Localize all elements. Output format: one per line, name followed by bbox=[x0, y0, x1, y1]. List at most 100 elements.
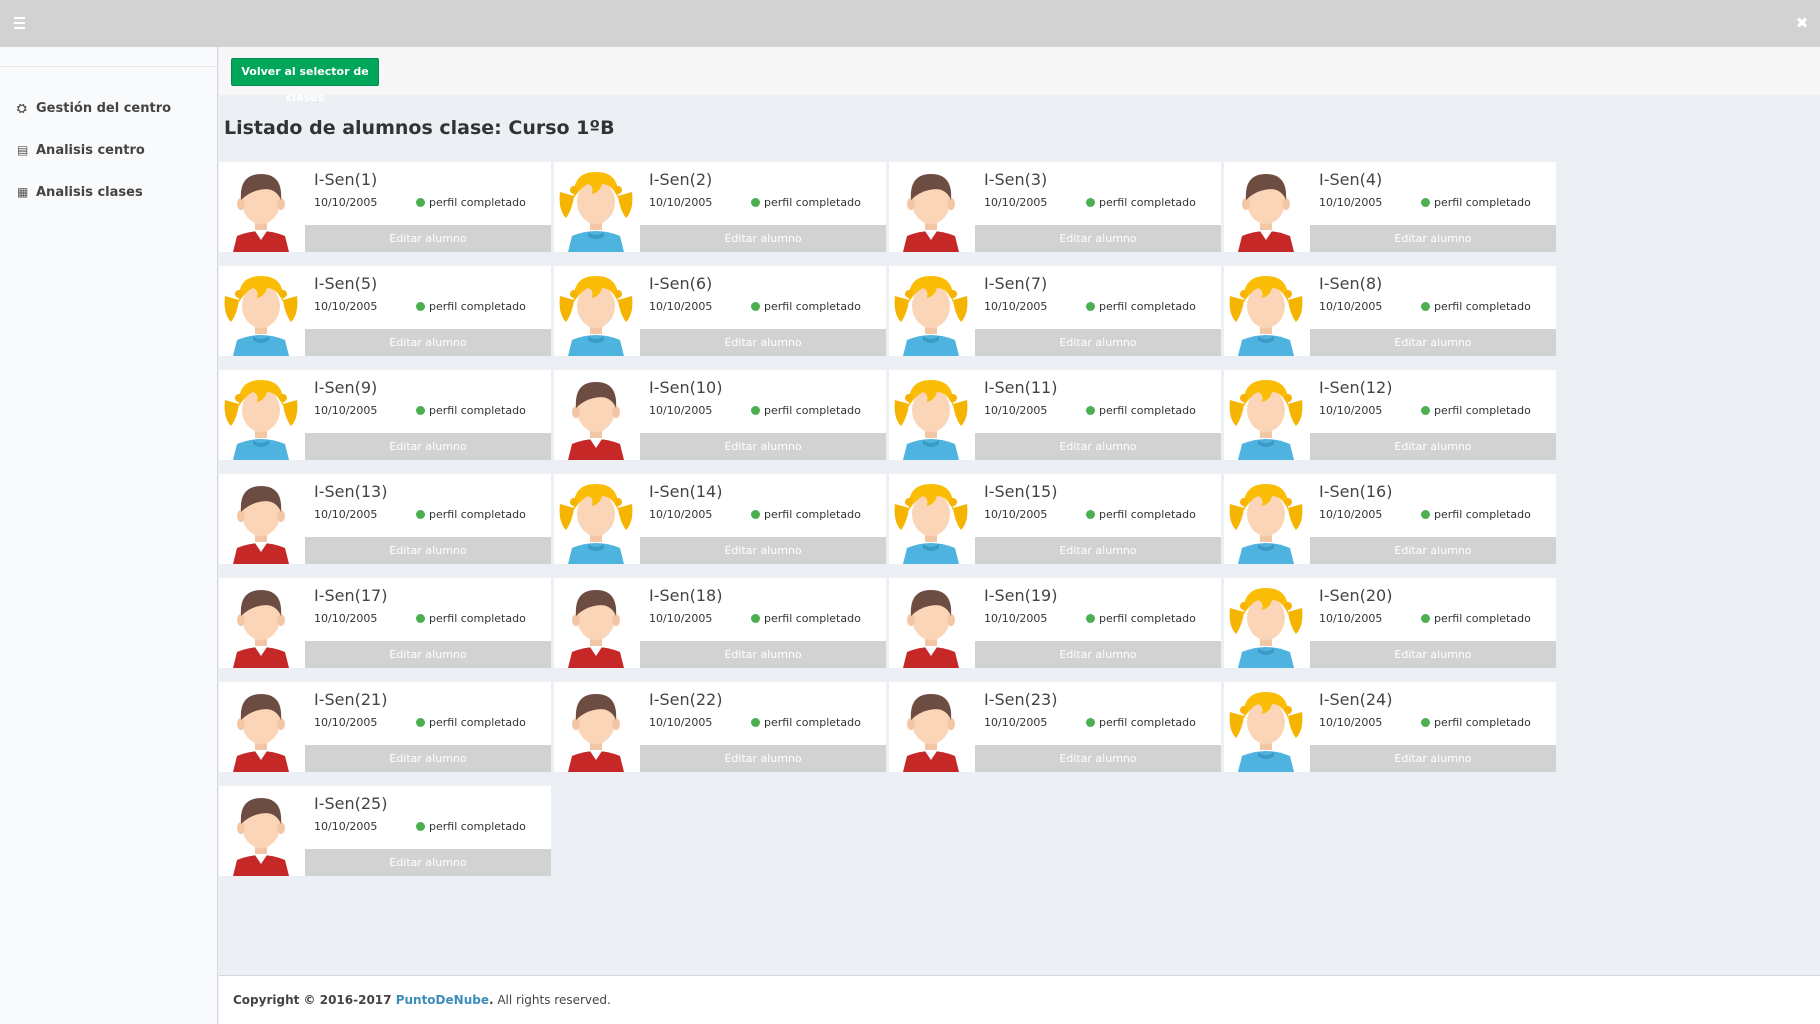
hamburger-icon[interactable] bbox=[12, 14, 28, 32]
profile-status: perfil completado bbox=[1086, 716, 1196, 729]
student-birthdate: 10/10/2005 bbox=[1319, 716, 1383, 729]
edit-student-button[interactable]: Editar alumno bbox=[1310, 745, 1556, 772]
student-birthdate: 10/10/2005 bbox=[314, 716, 378, 729]
student-card: I-Sen(16) 10/10/2005 perfil completado Edit… bbox=[1224, 474, 1556, 564]
edit-student-button[interactable]: Editar alumno bbox=[640, 225, 886, 252]
status-dot-icon bbox=[416, 718, 425, 727]
profile-status: perfil completado bbox=[1421, 300, 1531, 313]
edit-student-button[interactable]: Editar alumno bbox=[640, 433, 886, 460]
sidebar-item-analisis-centro[interactable]: ▤ Analisis centro bbox=[0, 129, 217, 171]
edit-student-button[interactable]: Editar alumno bbox=[1310, 225, 1556, 252]
edit-student-button[interactable]: Editar alumno bbox=[1310, 641, 1556, 668]
sidebar: ⛭ Gestión del centro ▤ Analisis centro ▦… bbox=[0, 47, 218, 1024]
profile-status: perfil completado bbox=[1421, 404, 1531, 417]
boy-avatar-icon bbox=[219, 578, 303, 668]
student-birthdate: 10/10/2005 bbox=[1319, 404, 1383, 417]
profile-status: perfil completado bbox=[751, 508, 861, 521]
student-birthdate: 10/10/2005 bbox=[984, 196, 1048, 209]
sidebar-item-label: Gestión del centro bbox=[36, 100, 172, 116]
student-card: I-Sen(13) 10/10/2005 perfil completado Edit… bbox=[219, 474, 551, 564]
student-name: I-Sen(8) bbox=[1319, 274, 1383, 293]
profile-status-label: perfil completado bbox=[764, 404, 861, 417]
student-card: I-Sen(17) 10/10/2005 perfil completado Edit… bbox=[219, 578, 551, 668]
edit-student-button[interactable]: Editar alumno bbox=[305, 641, 551, 668]
sidebar-item-analisis-clases[interactable]: ▦ Analisis clases bbox=[0, 171, 217, 213]
boy-avatar-icon bbox=[554, 578, 638, 668]
edit-student-button[interactable]: Editar alumno bbox=[640, 537, 886, 564]
status-dot-icon bbox=[1086, 406, 1095, 415]
student-name: I-Sen(20) bbox=[1319, 586, 1393, 605]
back-to-class-selector-button[interactable]: Volver al selector de clases bbox=[231, 58, 379, 104]
girl-avatar-icon bbox=[554, 162, 638, 252]
profile-status-label: perfil completado bbox=[429, 716, 526, 729]
student-card: I-Sen(25) 10/10/2005 perfil completado Edit… bbox=[219, 786, 551, 876]
student-card: I-Sen(18) 10/10/2005 perfil completado Edit… bbox=[554, 578, 886, 668]
student-card: I-Sen(11) 10/10/2005 perfil completado Edit… bbox=[889, 370, 1221, 460]
status-dot-icon bbox=[1086, 198, 1095, 207]
student-card: I-Sen(2) 10/10/2005 perfil completado Edita… bbox=[554, 162, 886, 252]
boy-avatar-icon bbox=[554, 370, 638, 460]
student-name: I-Sen(16) bbox=[1319, 482, 1393, 501]
student-card: I-Sen(15) 10/10/2005 perfil completado Edit… bbox=[889, 474, 1221, 564]
edit-student-button[interactable]: Editar alumno bbox=[305, 745, 551, 772]
sidebar-item-gestion-centro[interactable]: ⛭ Gestión del centro bbox=[0, 87, 217, 129]
student-card: I-Sen(4) 10/10/2005 perfil completado Edita… bbox=[1224, 162, 1556, 252]
student-card: I-Sen(22) 10/10/2005 perfil completado Edit… bbox=[554, 682, 886, 772]
girl-avatar-icon bbox=[554, 266, 638, 356]
edit-student-button[interactable]: Editar alumno bbox=[305, 329, 551, 356]
edit-student-button[interactable]: Editar alumno bbox=[975, 433, 1221, 460]
copyright-text: Copyright © 2016-2017 PuntoDeNube. All r… bbox=[233, 993, 611, 1007]
girl-avatar-icon bbox=[1224, 370, 1308, 460]
edit-student-button[interactable]: Editar alumno bbox=[305, 537, 551, 564]
profile-status-label: perfil completado bbox=[1434, 508, 1531, 521]
status-dot-icon bbox=[1421, 510, 1430, 519]
edit-student-button[interactable]: Editar alumno bbox=[1310, 329, 1556, 356]
status-dot-icon bbox=[416, 198, 425, 207]
profile-status-label: perfil completado bbox=[429, 820, 526, 833]
student-birthdate: 10/10/2005 bbox=[649, 300, 713, 313]
student-birthdate: 10/10/2005 bbox=[314, 612, 378, 625]
profile-status-label: perfil completado bbox=[764, 508, 861, 521]
student-name: I-Sen(25) bbox=[314, 794, 388, 813]
student-card: I-Sen(14) 10/10/2005 perfil completado Edit… bbox=[554, 474, 886, 564]
profile-status: perfil completado bbox=[1421, 612, 1531, 625]
student-card: I-Sen(6) 10/10/2005 perfil completado Edita… bbox=[554, 266, 886, 356]
boy-avatar-icon bbox=[889, 578, 973, 668]
puntodenube-link[interactable]: PuntoDeNube bbox=[395, 993, 489, 1007]
profile-status: perfil completado bbox=[1086, 612, 1196, 625]
status-dot-icon bbox=[416, 614, 425, 623]
profile-status: perfil completado bbox=[1421, 716, 1531, 729]
student-birthdate: 10/10/2005 bbox=[314, 820, 378, 833]
edit-student-button[interactable]: Editar alumno bbox=[975, 641, 1221, 668]
student-birthdate: 10/10/2005 bbox=[1319, 196, 1383, 209]
student-name: I-Sen(14) bbox=[649, 482, 723, 501]
student-name: I-Sen(7) bbox=[984, 274, 1048, 293]
profile-status-label: perfil completado bbox=[1434, 300, 1531, 313]
edit-student-button[interactable]: Editar alumno bbox=[305, 225, 551, 252]
edit-student-button[interactable]: Editar alumno bbox=[305, 433, 551, 460]
profile-status-label: perfil completado bbox=[1099, 716, 1196, 729]
edit-student-button[interactable]: Editar alumno bbox=[640, 641, 886, 668]
profile-status: perfil completado bbox=[416, 612, 526, 625]
status-dot-icon bbox=[1421, 406, 1430, 415]
status-dot-icon bbox=[416, 406, 425, 415]
girl-avatar-icon bbox=[889, 474, 973, 564]
student-name: I-Sen(23) bbox=[984, 690, 1058, 709]
close-icon[interactable]: ✖ bbox=[1795, 14, 1809, 32]
edit-student-button[interactable]: Editar alumno bbox=[1310, 433, 1556, 460]
edit-student-button[interactable]: Editar alumno bbox=[640, 329, 886, 356]
edit-student-button[interactable]: Editar alumno bbox=[975, 329, 1221, 356]
boy-avatar-icon bbox=[889, 162, 973, 252]
student-card: I-Sen(3) 10/10/2005 perfil completado Edita… bbox=[889, 162, 1221, 252]
student-birthdate: 10/10/2005 bbox=[649, 716, 713, 729]
student-name: I-Sen(11) bbox=[984, 378, 1058, 397]
edit-student-button[interactable]: Editar alumno bbox=[975, 225, 1221, 252]
edit-student-button[interactable]: Editar alumno bbox=[975, 745, 1221, 772]
profile-status-label: perfil completado bbox=[1099, 196, 1196, 209]
edit-student-button[interactable]: Editar alumno bbox=[305, 849, 551, 876]
edit-student-button[interactable]: Editar alumno bbox=[1310, 537, 1556, 564]
edit-student-button[interactable]: Editar alumno bbox=[975, 537, 1221, 564]
student-name: I-Sen(3) bbox=[984, 170, 1048, 189]
profile-status: perfil completado bbox=[751, 196, 861, 209]
edit-student-button[interactable]: Editar alumno bbox=[640, 745, 886, 772]
